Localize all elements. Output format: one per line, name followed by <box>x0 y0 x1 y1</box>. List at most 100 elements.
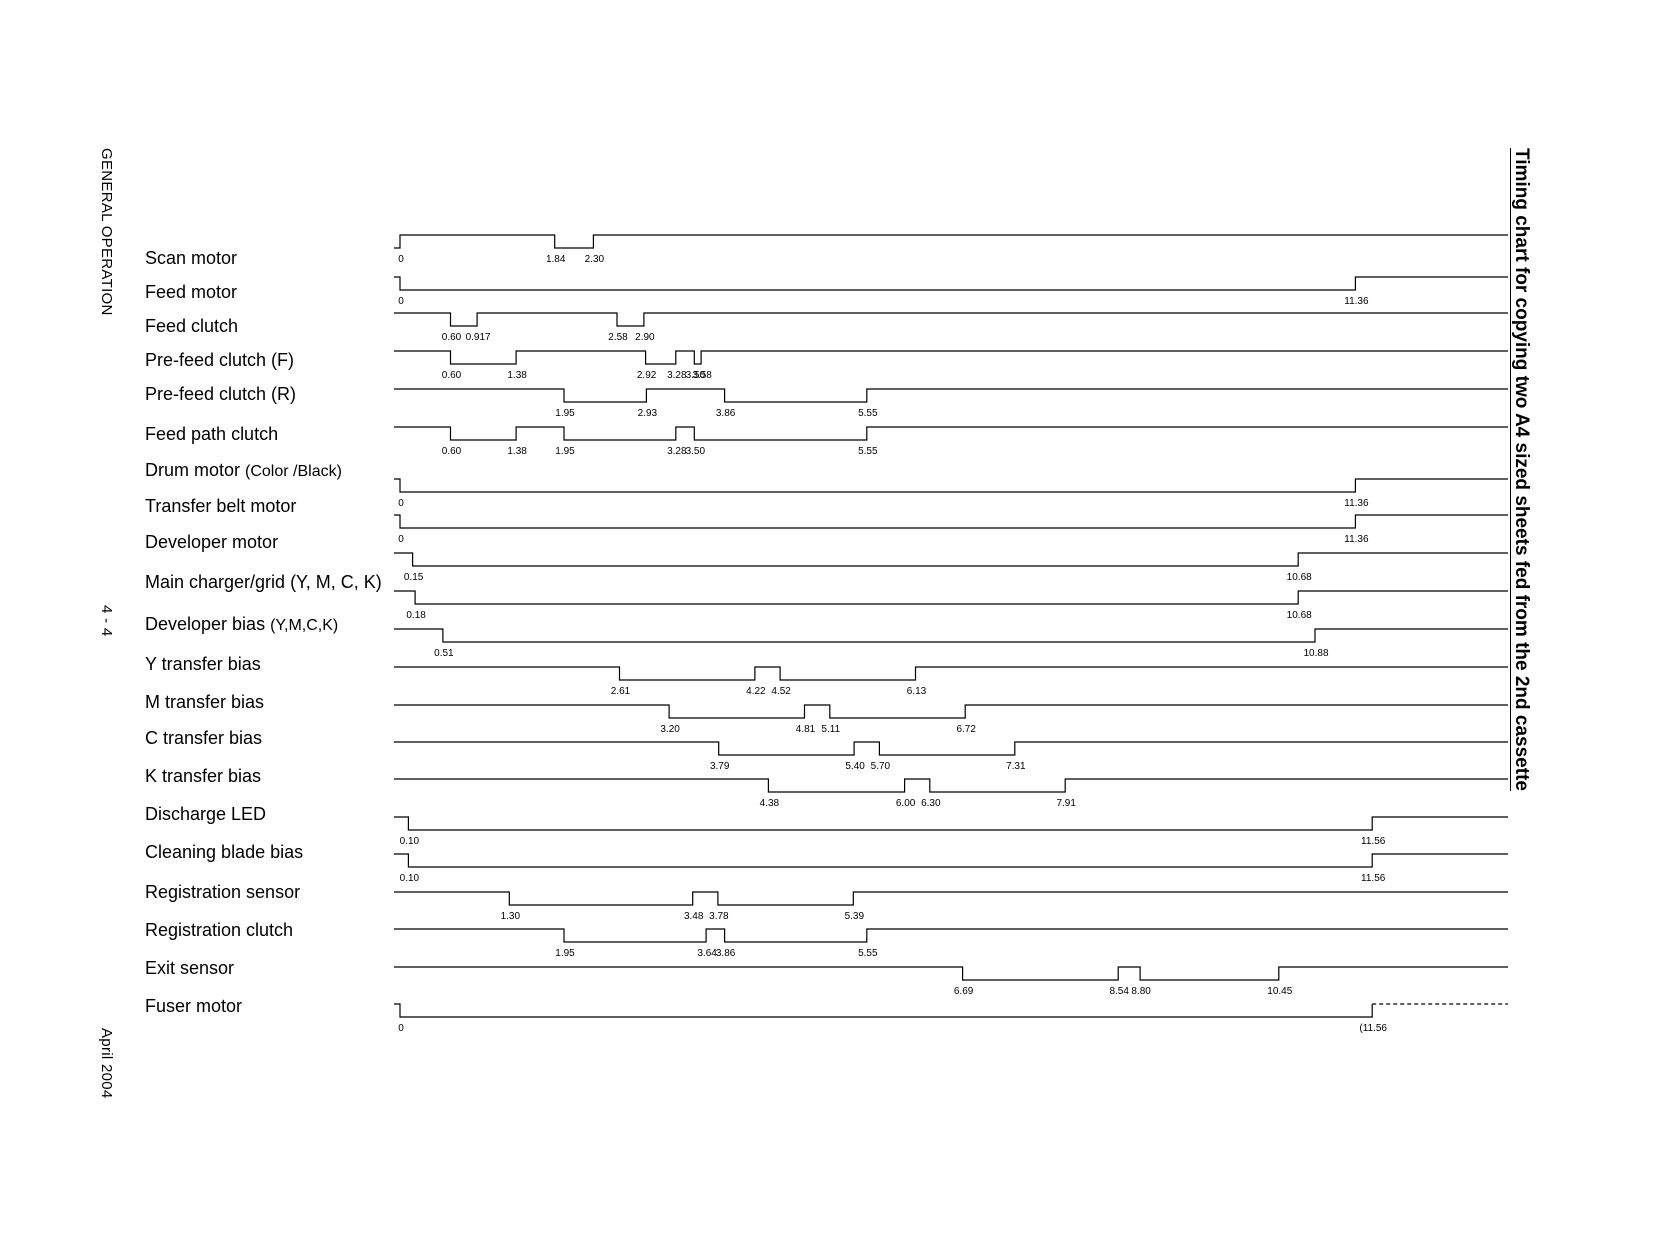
time-tick-label: 0.15 <box>404 572 424 583</box>
signal-waveform <box>394 891 1508 906</box>
signal-name: Feed path clutch <box>145 424 279 444</box>
signal-label: Discharge LED <box>145 804 266 825</box>
time-tick-label: 5.11 <box>821 724 840 735</box>
signal-name: Transfer belt motor <box>145 496 297 516</box>
time-tick-label: 3.20 <box>660 724 680 735</box>
signal-label: Pre-feed clutch (R) <box>145 384 296 405</box>
signal-label: Scan motor <box>145 248 237 269</box>
signal-waveform <box>394 966 1508 981</box>
signal-label: Cleaning blade bias <box>145 842 303 863</box>
signal-label: Main charger/grid (Y, M, C, K) <box>145 572 382 593</box>
signal-label: K transfer bias <box>145 766 261 787</box>
time-tick-label: 11.36 <box>1344 296 1369 307</box>
time-tick-label: 5.55 <box>858 948 878 959</box>
time-tick-label: 3.50 <box>686 446 706 457</box>
signal-label: Feed clutch <box>145 316 238 337</box>
signal-name: Main charger/grid (Y, M, C, K) <box>145 572 382 592</box>
time-tick-label: 6.13 <box>907 686 927 697</box>
signal-waveform <box>394 388 1508 403</box>
signal-waveform <box>394 853 1508 868</box>
signal-waveform <box>394 312 1508 327</box>
signal-waveform <box>394 478 1508 493</box>
time-tick-label: 7.91 <box>1056 798 1076 809</box>
signal-label: Developer motor <box>145 532 278 553</box>
signal-name: Y transfer bias <box>145 654 261 674</box>
time-tick-label: 1.84 <box>546 254 566 265</box>
time-tick-label: 1.38 <box>507 370 527 381</box>
time-tick-label: 1.30 <box>501 911 521 922</box>
signal-name: Scan motor <box>145 248 238 268</box>
time-tick-label: 3.64 <box>697 948 717 959</box>
signal-name: Exit sensor <box>145 958 235 978</box>
signal-label: Drum motor (Color /Black) <box>145 460 342 481</box>
signal-name: Drum motor <box>145 460 246 480</box>
time-tick-label: 11.56 <box>1361 836 1386 847</box>
time-tick-label: 2.61 <box>611 686 631 697</box>
time-tick-label: 1.38 <box>507 446 527 457</box>
time-tick-label: 0 <box>398 296 404 307</box>
time-tick-label: 2.90 <box>635 332 655 343</box>
time-tick-label: 0.10 <box>400 873 420 884</box>
time-tick-label: 0 <box>398 254 404 265</box>
signal-label: Y transfer bias <box>145 654 261 675</box>
time-tick-label: 0.10 <box>400 836 420 847</box>
time-tick-label: 0.60 <box>442 332 462 343</box>
signal-label: Feed path clutch <box>145 424 278 445</box>
signal-label: Exit sensor <box>145 958 234 979</box>
time-tick-label: 0.60 <box>442 446 462 457</box>
signal-waveform <box>394 426 1508 441</box>
signal-label: Registration clutch <box>145 920 293 941</box>
time-tick-label: 5.70 <box>871 761 891 772</box>
signal-waveform <box>394 552 1508 567</box>
time-tick-label: 4.38 <box>760 798 780 809</box>
chart-title: Timing chart for copying two A4 sized sh… <box>1511 148 1532 791</box>
time-tick-label: 0 <box>398 1023 404 1034</box>
time-tick-label: 11.56 <box>1361 873 1386 884</box>
signal-name: Discharge LED <box>145 804 267 824</box>
time-tick-label: 3.48 <box>684 911 704 922</box>
time-tick-label: 8.80 <box>1131 986 1151 997</box>
signal-label: Developer bias (Y,M,C,K) <box>145 614 338 635</box>
signal-waveform <box>394 666 1508 681</box>
time-tick-label: 6.72 <box>956 724 976 735</box>
signal-name: Pre-feed clutch (R) <box>145 384 297 404</box>
time-tick-label: 0 <box>398 534 404 545</box>
signal-name: Pre-feed clutch (F) <box>145 350 295 370</box>
signal-name: Developer motor <box>145 532 279 552</box>
time-tick-label: 6.69 <box>954 986 974 997</box>
signal-name: Cleaning blade bias <box>145 842 304 862</box>
signal-waveform <box>394 276 1508 291</box>
time-tick-label: 3.28 <box>667 370 687 381</box>
signal-name: Registration clutch <box>145 920 294 940</box>
signal-name: Feed clutch <box>145 316 239 336</box>
time-tick-label: 5.55 <box>858 446 878 457</box>
time-tick-label: 11.36 <box>1344 498 1369 509</box>
time-tick-label: 8.54 <box>1109 986 1129 997</box>
time-tick-label: 0 <box>398 498 404 509</box>
time-tick-label: 3.58 <box>692 370 712 381</box>
time-tick-label: 2.93 <box>638 408 658 419</box>
signal-waveform <box>394 590 1508 605</box>
signal-waveform <box>394 628 1508 643</box>
time-tick-label: 11.36 <box>1344 534 1369 545</box>
time-tick-label: 10.45 <box>1267 986 1292 997</box>
time-tick-label: 5.55 <box>858 408 878 419</box>
time-tick-label: 1.95 <box>555 446 575 457</box>
signal-waveform <box>394 350 1508 365</box>
signal-label: Registration sensor <box>145 882 300 903</box>
time-tick-label: 7.31 <box>1006 761 1026 772</box>
time-tick-label: 4.52 <box>771 686 791 697</box>
time-tick-label: 0.51 <box>434 648 454 659</box>
time-tick-label: 3.50 <box>686 370 706 381</box>
time-tick-label: 6.00 <box>896 798 916 809</box>
signal-label: Feed motor <box>145 282 237 303</box>
signal-waveform <box>394 928 1508 943</box>
signal-label: C transfer bias <box>145 728 262 749</box>
time-tick-label: 3.78 <box>709 911 729 922</box>
time-tick-label: 3.79 <box>710 761 730 772</box>
time-tick-label: 1.95 <box>555 948 575 959</box>
time-tick-label: 5.40 <box>845 761 865 772</box>
signal-label: Transfer belt motor <box>145 496 296 517</box>
signal-waveform <box>394 741 1508 756</box>
